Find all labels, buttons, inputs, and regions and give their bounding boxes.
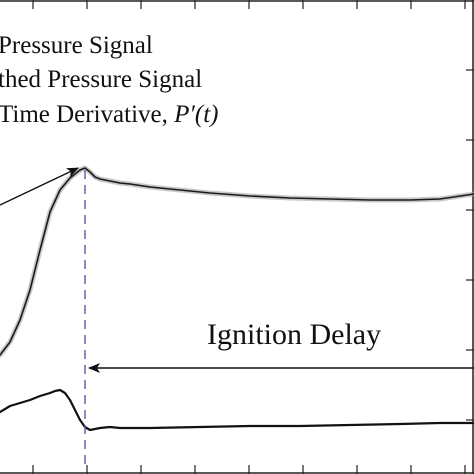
legend-entry-time-derivative-var: P′(t) [173,101,218,128]
ignition-delay-label: Ignition Delay [207,318,381,351]
legend-entry-smoothed-pressure-signal: thed Pressure Signal [0,66,202,93]
series-layer [0,165,474,432]
top-ticks [32,0,466,9]
legend-entry-time-derivative-label: Time Derivative, [0,101,174,128]
legend-entry-pressure-signal: Pressure Signal [0,32,153,59]
legend-entry-time-derivative: Time Derivative, P′(t) [0,101,218,128]
peak-pointer-arrow [0,167,79,206]
series-line-3 [0,388,474,432]
series-line-2 [0,167,474,356]
bottom-ticks [32,465,466,474]
right-ticks [466,69,474,421]
